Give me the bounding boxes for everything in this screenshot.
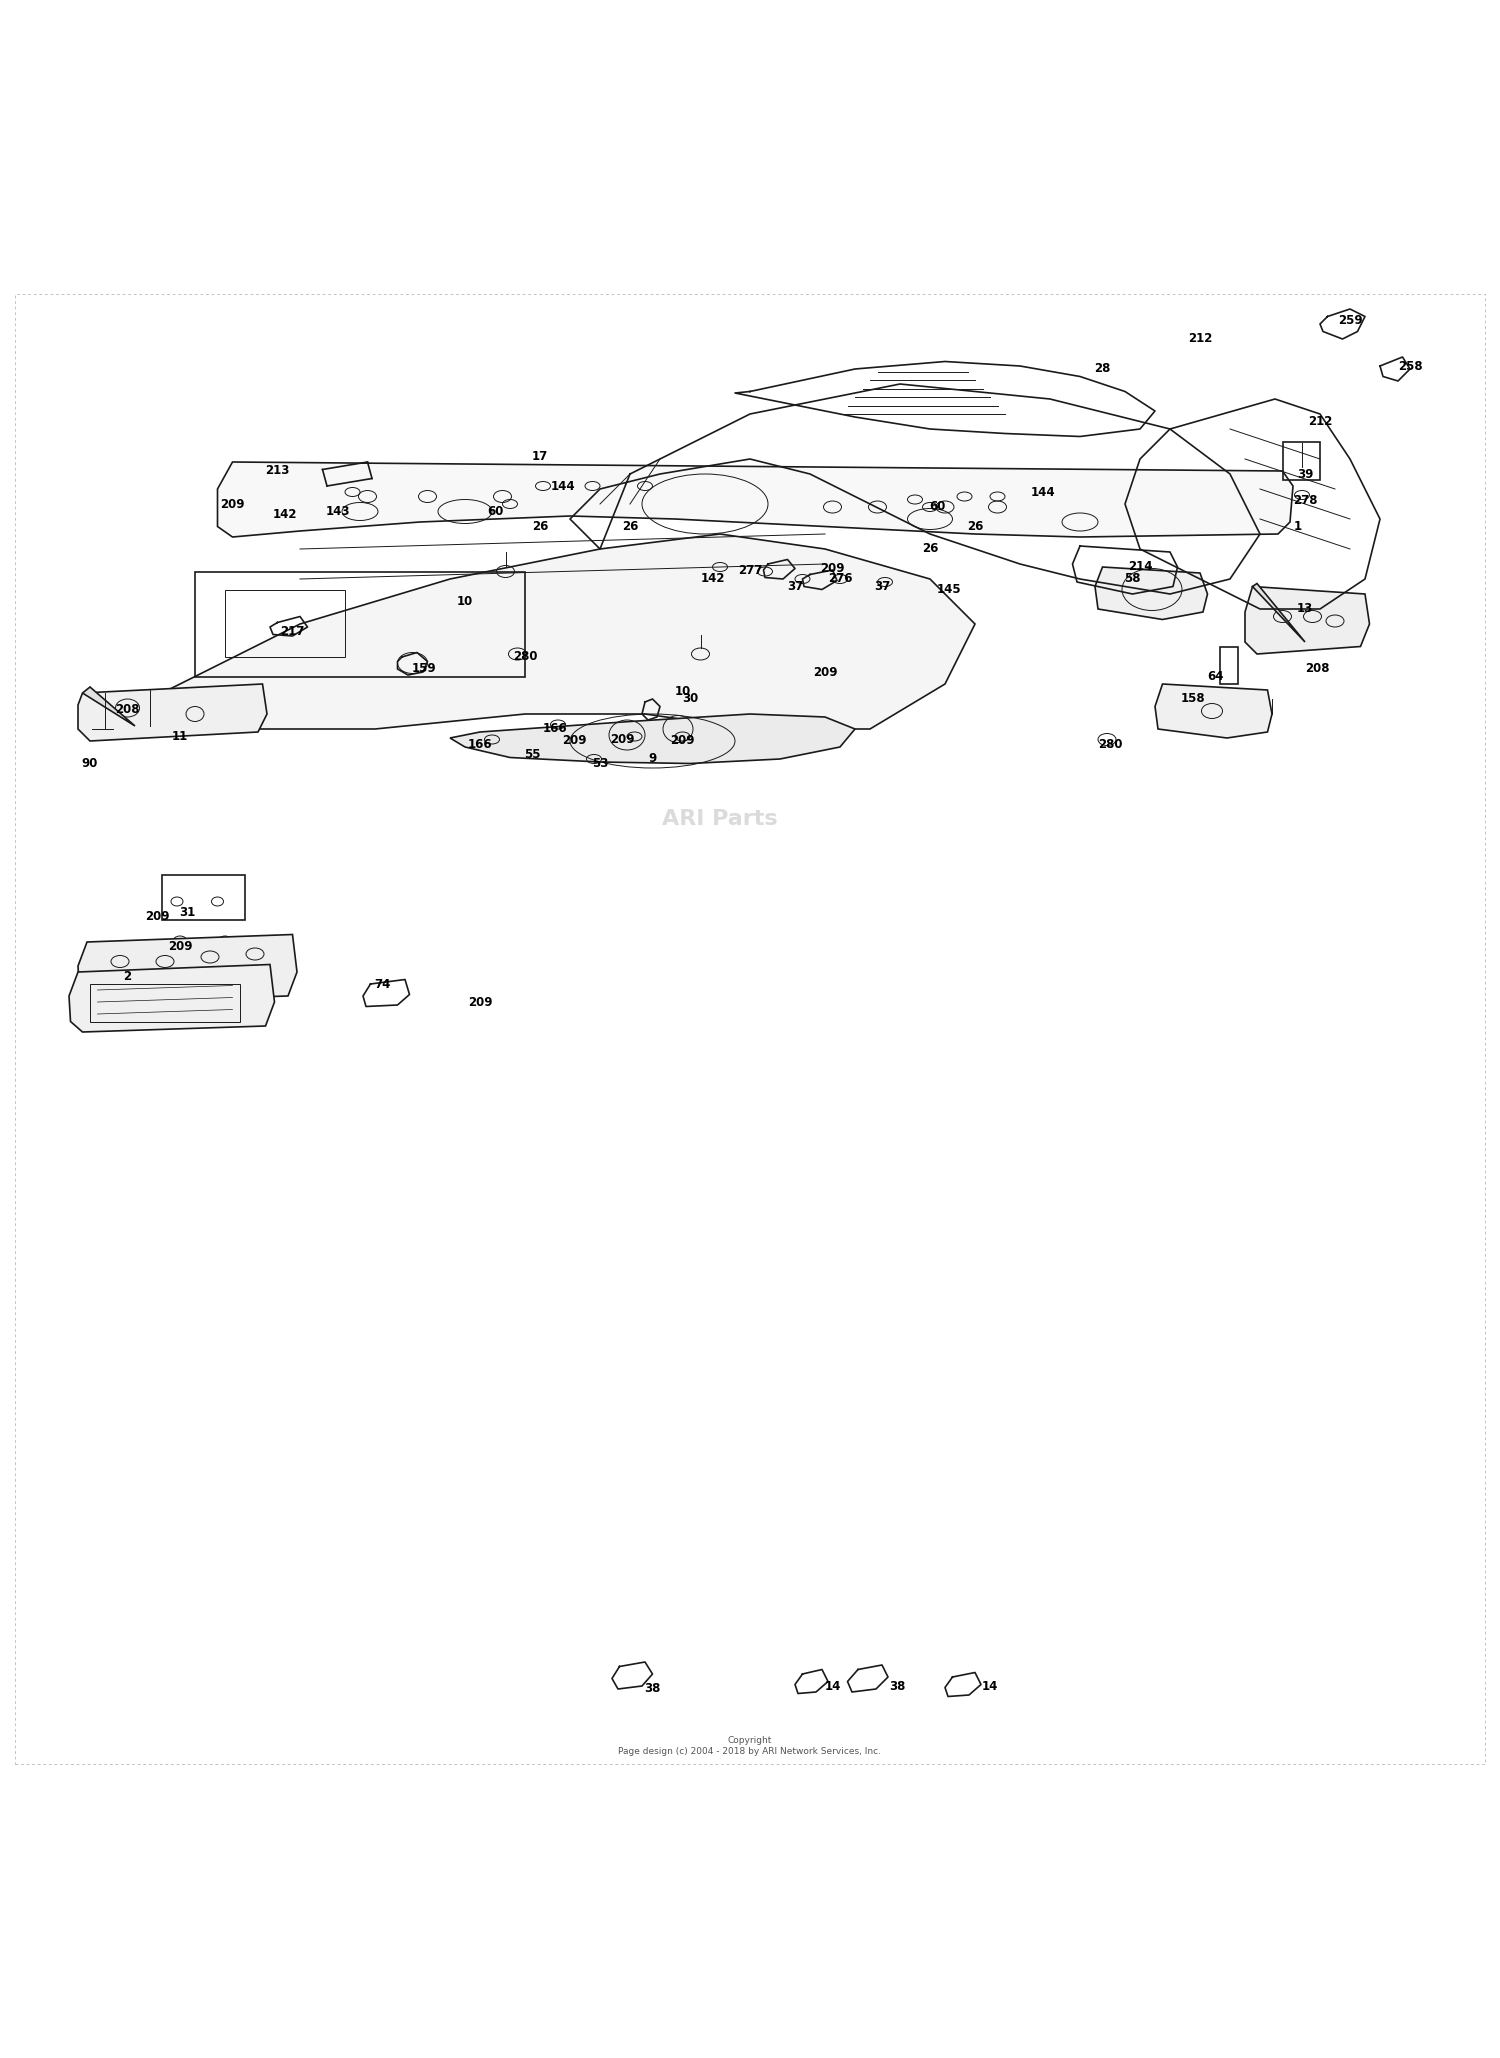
Text: 217: 217 [280,626,304,638]
Text: 258: 258 [1398,360,1422,372]
Text: 166: 166 [468,737,492,751]
Text: 60: 60 [488,504,502,519]
Text: 9: 9 [648,753,657,766]
Text: 259: 259 [1338,315,1362,327]
Polygon shape [1245,587,1370,654]
Bar [1282,442,1320,480]
Text: 26: 26 [622,521,638,533]
Bar [195,572,525,677]
Bar [90,984,240,1021]
Text: 145: 145 [938,582,962,597]
Text: 166: 166 [543,722,567,735]
Text: 214: 214 [1128,560,1152,574]
Polygon shape [217,461,1293,537]
Text: 53: 53 [592,757,608,770]
Text: 37: 37 [788,580,802,593]
Bar [1220,646,1238,683]
Text: 276: 276 [828,572,852,584]
Text: 280: 280 [1098,737,1122,751]
Text: 17: 17 [532,449,548,463]
Text: 37: 37 [874,580,890,593]
Text: 28: 28 [1095,362,1110,375]
Text: 90: 90 [82,757,98,770]
Text: 13: 13 [1298,603,1312,615]
Text: 55: 55 [525,747,540,761]
Text: 277: 277 [738,564,762,576]
Text: 212: 212 [1188,333,1212,346]
Text: 10: 10 [675,685,690,698]
Text: 26: 26 [922,543,938,556]
Text: 278: 278 [1293,494,1317,508]
Polygon shape [450,714,855,764]
Text: 213: 213 [266,465,290,477]
Polygon shape [1252,584,1305,642]
Polygon shape [150,533,975,729]
Bar [225,589,345,657]
Polygon shape [78,934,297,1002]
Text: 144: 144 [550,480,574,492]
Text: ARI Parts: ARI Parts [662,809,778,829]
Text: 209: 209 [146,910,170,922]
Polygon shape [1155,683,1272,739]
Text: 208: 208 [116,704,140,716]
Text: 58: 58 [1125,572,1140,584]
Text: 209: 209 [610,733,634,745]
Text: 209: 209 [813,665,837,679]
Text: 209: 209 [168,941,192,953]
Text: 30: 30 [682,691,698,706]
Text: 39: 39 [1298,467,1312,480]
Polygon shape [78,683,267,741]
Text: 143: 143 [326,504,350,519]
Text: 1: 1 [1293,521,1302,533]
Bar [162,875,244,920]
Text: 2: 2 [123,969,132,984]
Text: 31: 31 [180,906,195,918]
Text: 209: 209 [670,735,694,747]
Text: 26: 26 [968,521,982,533]
Text: 158: 158 [1180,691,1204,706]
Polygon shape [1095,568,1208,619]
Text: 209: 209 [220,498,245,510]
Text: 11: 11 [172,731,188,743]
Text: 144: 144 [1030,486,1054,498]
Text: Copyright
Page design (c) 2004 - 2018 by ARI Network Services, Inc.: Copyright Page design (c) 2004 - 2018 by… [618,1737,882,1755]
Text: 74: 74 [375,978,390,990]
Text: 14: 14 [982,1679,998,1692]
Text: 280: 280 [513,650,537,663]
Text: 14: 14 [825,1679,840,1692]
Text: 209: 209 [562,735,586,747]
Polygon shape [82,687,135,726]
Text: 64: 64 [1206,671,1224,683]
Text: 159: 159 [413,663,436,675]
Text: 209: 209 [468,996,492,1008]
Text: 209: 209 [821,562,844,574]
Text: 212: 212 [1308,416,1332,428]
Text: 38: 38 [645,1683,660,1696]
Text: 26: 26 [532,521,548,533]
Text: 142: 142 [273,508,297,521]
Text: 38: 38 [890,1679,904,1692]
Polygon shape [69,965,274,1031]
Text: 60: 60 [930,500,945,514]
Text: 10: 10 [458,595,472,607]
Text: 142: 142 [700,572,724,584]
Text: 208: 208 [1305,663,1329,675]
